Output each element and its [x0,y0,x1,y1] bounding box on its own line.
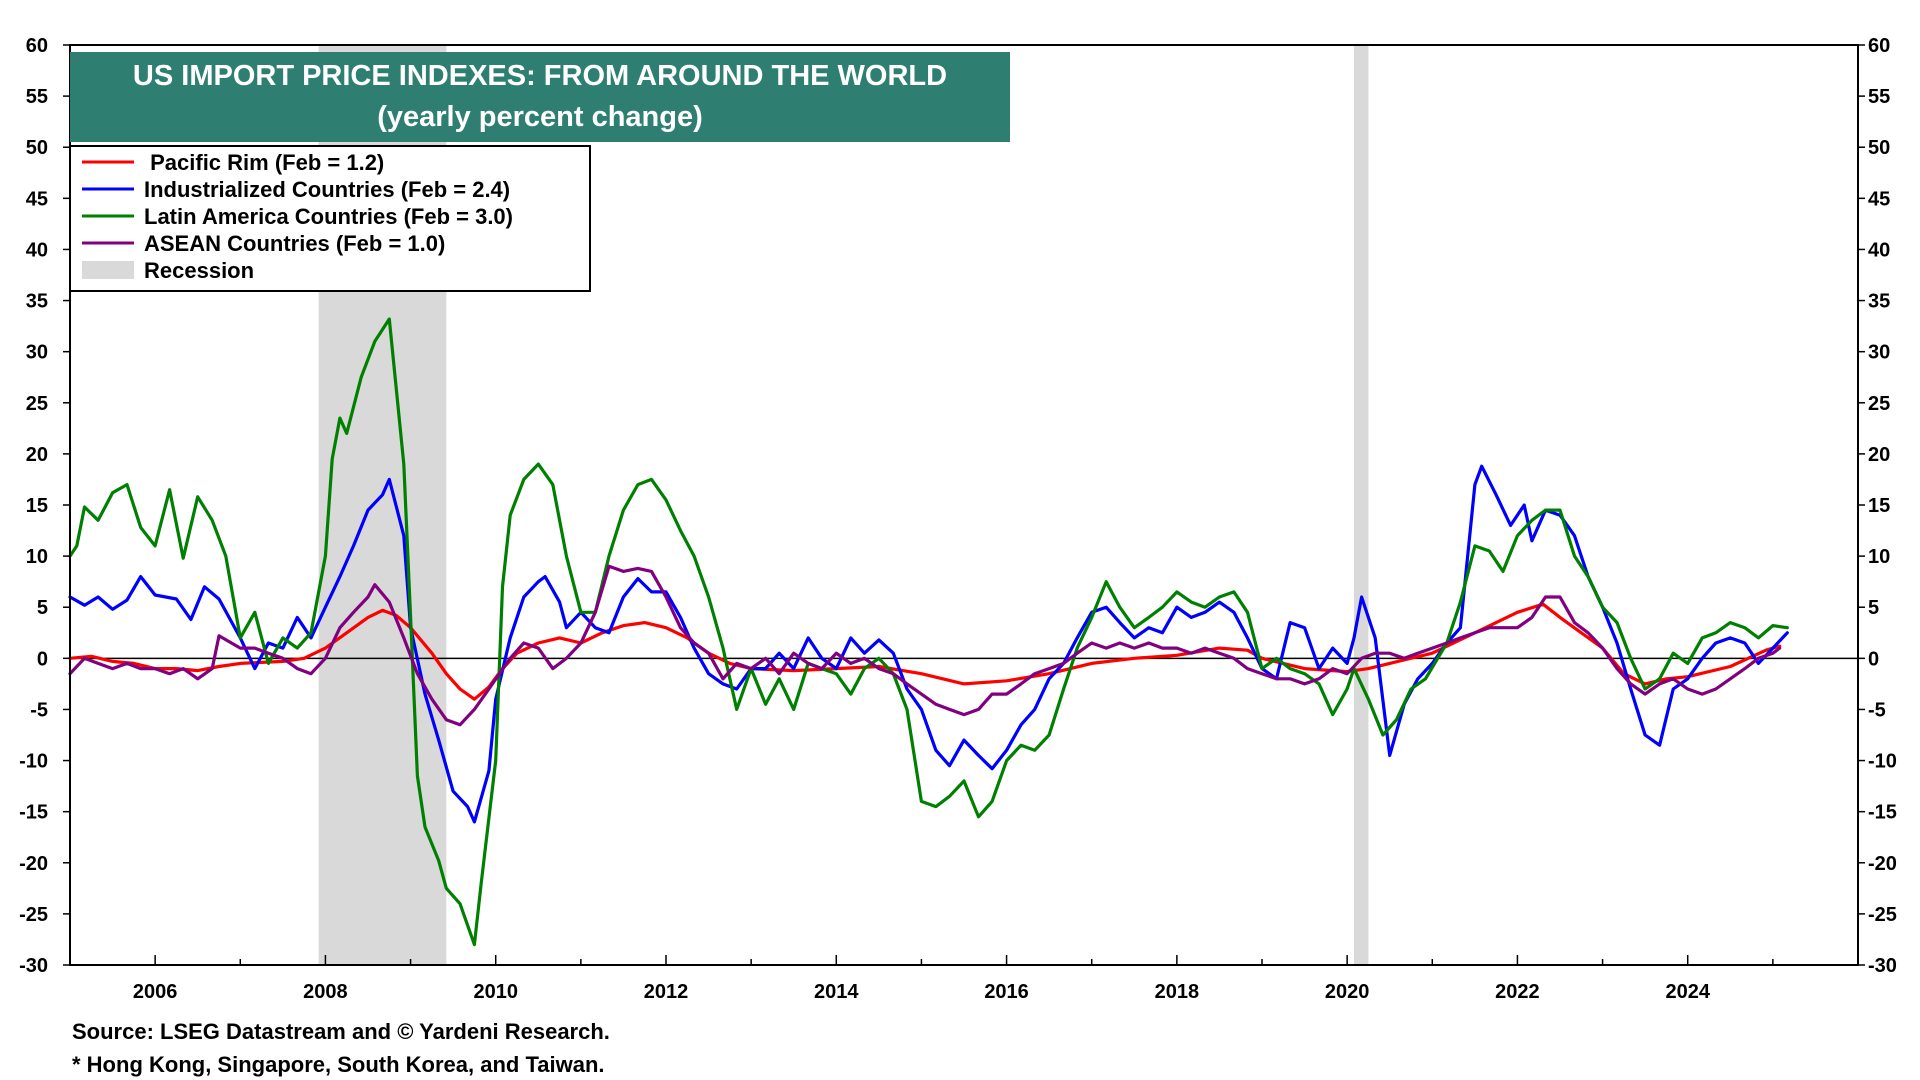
chart-subtitle: (yearly percent change) [377,101,703,133]
legend-items: Pacific Rim (Feb = 1.2)Industrialized Co… [82,150,513,283]
y-tick-label-right: -15 [1868,802,1897,824]
y-tick-label-left: 40 [26,239,48,261]
y-tick-label-left: 5 [37,597,48,619]
legend: Pacific Rim (Feb = 1.2)Industrialized Co… [69,145,591,292]
y-tick-label-left: -30 [19,955,48,977]
y-tick-label-left: -25 [19,904,48,926]
x-tick-label: 2016 [984,981,1029,1003]
legend-label: ASEAN Countries (Feb = 1.0) [144,231,445,256]
x-axis-ticks: 2006 2008 2010 2012 2014 2016 2018 2020 2022 2024 [69,955,1859,1003]
y-tick-label-right: 40 [1868,239,1890,261]
series-line-pacific-rim [68,602,1782,701]
y-tick-label-right: 10 [1868,546,1890,568]
y-tick-label-right: 50 [1868,137,1890,159]
series-line-industrialized-countries [68,464,1789,824]
y-tick-label-left: 10 [26,546,48,568]
title-background [70,52,1010,142]
y-tick-label-right: -20 [1868,853,1897,875]
y-tick-label-left: 30 [26,342,48,364]
y-tick-label-left: 55 [26,86,48,108]
x-tick-label: 2018 [1155,981,1200,1003]
legend-box [69,145,591,292]
y-tick-label-left: 15 [26,495,48,517]
y-tick-label-right: 15 [1868,495,1890,517]
recession-band [1353,45,1369,965]
y-tick-label-left: 45 [26,188,48,210]
y-tick-label-right: -10 [1868,751,1897,773]
x-tick-label: 2014 [814,981,859,1003]
y-tick-label-left: 20 [26,444,48,466]
x-tick-label: 2024 [1665,981,1710,1003]
legend-label: Pacific Rim (Feb = 1.2) [144,150,384,175]
series-line-latin-america-countries [68,317,1789,947]
x-tick-label: 2022 [1495,981,1540,1003]
y-tick-label-right: 60 [1868,35,1890,57]
chart-title: US IMPORT PRICE INDEXES: FROM AROUND THE… [133,60,947,92]
x-tick-label: 2020 [1325,981,1370,1003]
footnote: * Hong Kong, Singapore, South Korea, and… [72,1052,605,1077]
series-layer [68,317,1789,947]
y-tick-label-left: 35 [26,291,48,313]
x-tick-label: 2008 [303,981,348,1003]
legend-swatch-recession [82,261,134,279]
y-tick-label-right: 45 [1868,188,1890,210]
y-tick-label-right: 25 [1868,393,1890,415]
legend-label: Recession [144,258,254,283]
y-tick-label-left: 60 [26,35,48,57]
x-tick-label: 2006 [133,981,178,1003]
y-tick-label-left: 25 [26,393,48,415]
legend-label: Industrialized Countries (Feb = 2.4) [144,177,510,202]
y-tick-label-left: -10 [19,751,48,773]
y-tick-label-left: -5 [30,699,48,721]
y-tick-label-right: 55 [1868,86,1890,108]
y-tick-label-right: -30 [1868,955,1897,977]
y-tick-label-right: 5 [1868,597,1879,619]
y-tick-label-left: -20 [19,853,48,875]
x-tick-label: 2012 [644,981,689,1003]
series-line-asean-countries [68,564,1782,727]
y-tick-label-left: 50 [26,137,48,159]
y-tick-label-left: 0 [37,648,48,670]
y-tick-label-right: 35 [1868,291,1890,313]
legend-label: Latin America Countries (Feb = 3.0) [144,204,513,229]
source-note: Source: LSEG Datastream and © Yardeni Re… [72,1019,610,1044]
y-tick-label-left: -15 [19,802,48,824]
y-tick-label-right: 0 [1868,648,1879,670]
y-tick-label-right: -5 [1868,699,1886,721]
title-box: US IMPORT PRICE INDEXES: FROM AROUND THE… [70,52,1010,142]
y-tick-label-right: 20 [1868,444,1890,466]
y-tick-label-right: 30 [1868,342,1890,364]
y-tick-label-right: -25 [1868,904,1897,926]
x-tick-label: 2010 [473,981,518,1003]
